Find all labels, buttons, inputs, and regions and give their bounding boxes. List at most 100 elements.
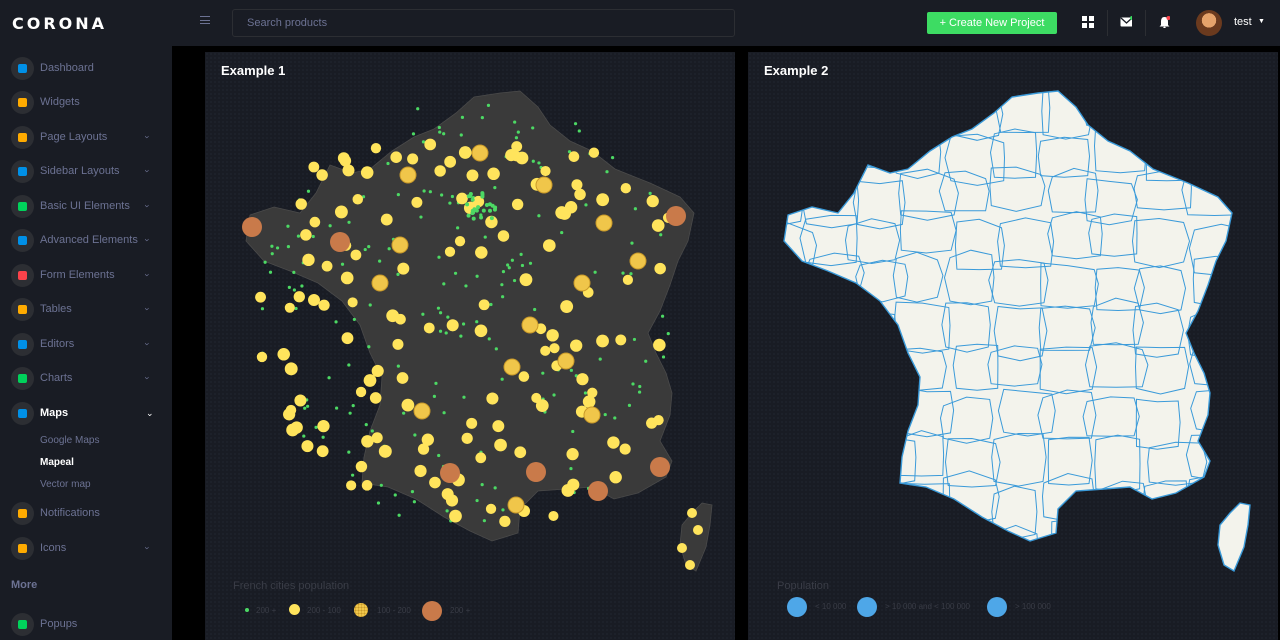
- city-dot-small: [421, 312, 425, 316]
- sidebar-item-advanced-elements[interactable]: Advanced Elements ›: [0, 225, 172, 255]
- city-dot-small: [411, 132, 416, 136]
- sidebar-item-popups[interactable]: Popups: [0, 609, 172, 639]
- department-shape: [987, 345, 1043, 387]
- city-bubble: [256, 351, 268, 363]
- icon-glyph: [18, 408, 27, 418]
- hamburger-menu-icon[interactable]: [200, 16, 210, 24]
- legend-swatch: [354, 603, 368, 617]
- city-dot-small: [438, 329, 443, 333]
- city-dot-small: [480, 483, 484, 487]
- city-dot-small: [627, 403, 632, 407]
- city-dot-small: [410, 490, 415, 494]
- navbar-divider: [1145, 10, 1146, 36]
- city-bubble-medium: [573, 274, 591, 292]
- city-dot-small: [421, 140, 426, 144]
- city-dot-small: [321, 435, 325, 439]
- city-bubble: [295, 198, 307, 210]
- france-departments-map[interactable]: [748, 85, 1278, 585]
- city-bubble: [444, 246, 456, 257]
- department-shape: [954, 218, 1005, 271]
- department-shape: [847, 337, 900, 388]
- department-shape: [941, 302, 991, 353]
- city-dot-small: [379, 483, 383, 487]
- city-bubble: [549, 343, 560, 354]
- legend-swatch: [245, 608, 249, 612]
- city-bubble: [378, 444, 392, 458]
- city-dot-small: [500, 377, 504, 381]
- city-dot-small: [437, 453, 441, 458]
- city-bubble-medium: [557, 352, 575, 370]
- sidebar-item-icons[interactable]: Icons ›: [0, 533, 172, 563]
- city-bubble: [454, 236, 466, 247]
- france-population-map[interactable]: [205, 85, 735, 585]
- sidebar-item-charts[interactable]: Charts ›: [0, 363, 172, 393]
- city-bubble: [316, 169, 328, 181]
- city-dot-small: [460, 115, 465, 119]
- department-shape: [839, 310, 898, 365]
- city-dot-small: [494, 347, 498, 351]
- department-shape: [1131, 217, 1191, 269]
- submenu-google-maps[interactable]: Google Maps: [40, 435, 100, 446]
- user-name[interactable]: test: [1234, 16, 1252, 28]
- sidebar-item-form-elements[interactable]: Form Elements ›: [0, 260, 172, 290]
- sidebar-item-tables[interactable]: Tables ›: [0, 294, 172, 324]
- gear-icon: [11, 228, 34, 252]
- brand-logo[interactable]: CORONA: [12, 14, 108, 33]
- sidebar-item-dashboard[interactable]: Dashboard: [0, 53, 172, 83]
- submenu-mapeal[interactable]: Mapeal: [40, 457, 74, 468]
- department-shape: [939, 396, 994, 444]
- city-bubble: [620, 182, 632, 194]
- department-shape: [846, 525, 906, 541]
- city-dot-small: [510, 258, 514, 262]
- city-dot-small: [270, 244, 274, 248]
- city-bubble: [424, 138, 437, 151]
- city-dot-small: [436, 306, 441, 310]
- search-input[interactable]: [232, 9, 735, 37]
- city-dot-small: [541, 371, 545, 375]
- city-bubble-medium: [371, 274, 389, 292]
- department-shape: [1047, 211, 1103, 260]
- city-bubble: [407, 153, 419, 165]
- department-shape: [784, 269, 824, 320]
- sidebar-item-editors[interactable]: Editors ›: [0, 329, 172, 359]
- city-bubble: [340, 271, 354, 285]
- sidebar-item-basic-ui-elements[interactable]: Basic UI Elements ›: [0, 191, 172, 221]
- department-shape: [988, 259, 1049, 307]
- create-new-project-button[interactable]: + Create New Project: [927, 12, 1057, 34]
- chevron-down-icon: ›: [142, 135, 153, 139]
- city-dot-small: [501, 270, 506, 274]
- city-dot-small: [434, 381, 438, 385]
- city-bubble: [466, 169, 479, 182]
- sidebar-layout-icon: [11, 159, 34, 183]
- city-dot-small: [412, 500, 416, 504]
- department-shape: [898, 168, 959, 221]
- speedometer-icon: [11, 56, 34, 80]
- department-shape: [1039, 346, 1098, 395]
- city-bubble: [466, 417, 478, 429]
- city-bubble-large: [242, 217, 262, 237]
- sidebar-item-maps[interactable]: Maps ⌄: [0, 398, 172, 428]
- department-shape: [989, 128, 1038, 179]
- city-dot-small: [520, 263, 525, 268]
- city-dot-small: [598, 357, 602, 361]
- grid-icon[interactable]: [1082, 16, 1094, 28]
- city-bubble: [417, 443, 430, 455]
- city-bubble-large: [330, 232, 350, 252]
- submenu-vector-map[interactable]: Vector map: [40, 479, 91, 490]
- city-dot-small: [437, 125, 441, 130]
- chevron-down-icon: ›: [142, 342, 153, 346]
- city-bubble: [540, 345, 551, 356]
- user-dropdown-chevron-icon[interactable]: ▼: [1258, 18, 1265, 25]
- sidebar-item-page-layouts[interactable]: Page Layouts ›: [0, 122, 172, 152]
- sidebar-item-widgets[interactable]: Widgets: [0, 87, 172, 117]
- city-dot-small: [306, 189, 311, 193]
- mail-icon[interactable]: [1120, 16, 1132, 28]
- user-avatar[interactable]: [1196, 10, 1222, 36]
- department-shape: [1047, 167, 1099, 214]
- sidebar-item-notifications[interactable]: Notifications: [0, 498, 172, 528]
- city-bubble: [472, 195, 485, 208]
- sidebar-item-sidebar-layouts[interactable]: Sidebar Layouts ›: [0, 156, 172, 186]
- bell-icon[interactable]: [1158, 16, 1170, 28]
- city-dot-small: [605, 170, 609, 174]
- city-dot-small: [603, 412, 607, 417]
